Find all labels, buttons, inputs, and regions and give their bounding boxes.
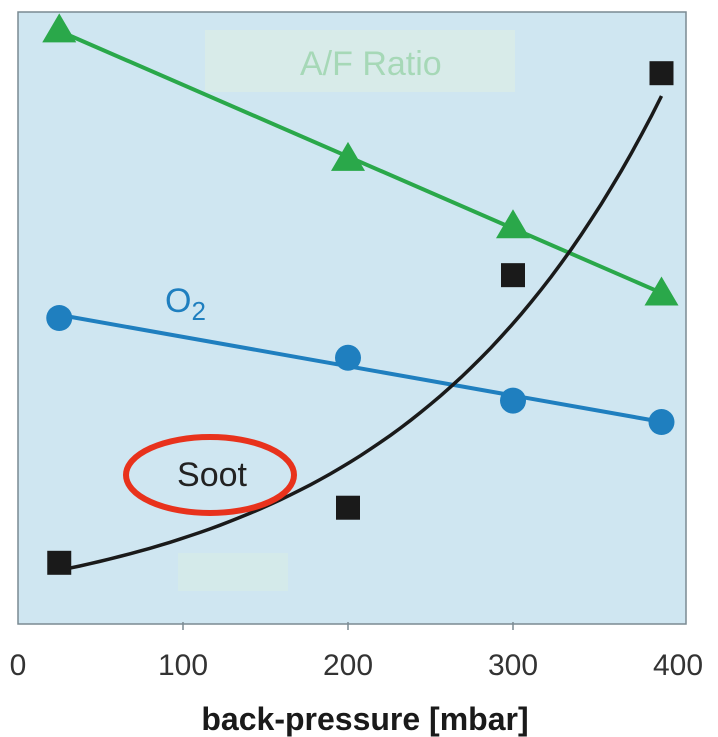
series-label-soot: Soot bbox=[177, 456, 247, 494]
soot-highlight-ellipse bbox=[123, 434, 297, 516]
plot-area bbox=[17, 11, 687, 625]
data-point bbox=[644, 276, 679, 306]
x-axis-label: back-pressure [mbar] bbox=[201, 701, 528, 737]
x-tick-label: 400 bbox=[653, 649, 703, 682]
x-tick-label: 100 bbox=[158, 649, 208, 682]
series-label-o2: O2 bbox=[165, 282, 206, 326]
data-point bbox=[648, 409, 675, 436]
series-line bbox=[58, 312, 662, 424]
label-backdrop bbox=[205, 30, 515, 92]
data-point bbox=[496, 209, 530, 239]
x-axis: 0 100 200 300 400 bbox=[10, 622, 703, 682]
series-square bbox=[47, 61, 674, 575]
series-triangle bbox=[42, 13, 679, 306]
data-point bbox=[501, 263, 525, 288]
series-line bbox=[58, 95, 664, 573]
x-tick-label: 200 bbox=[323, 649, 373, 682]
x-tick-label: 0 bbox=[10, 649, 27, 682]
data-point bbox=[47, 550, 72, 575]
data-point bbox=[649, 61, 674, 86]
data-point bbox=[46, 305, 73, 331]
data-point bbox=[331, 141, 365, 171]
data-point bbox=[335, 344, 361, 371]
series-line bbox=[58, 29, 663, 295]
data-point bbox=[336, 495, 360, 520]
series-circle bbox=[46, 305, 675, 436]
x-tick-label: 300 bbox=[488, 649, 538, 682]
label-backdrop bbox=[178, 553, 288, 591]
data-point bbox=[42, 13, 77, 43]
data-point bbox=[500, 387, 526, 414]
